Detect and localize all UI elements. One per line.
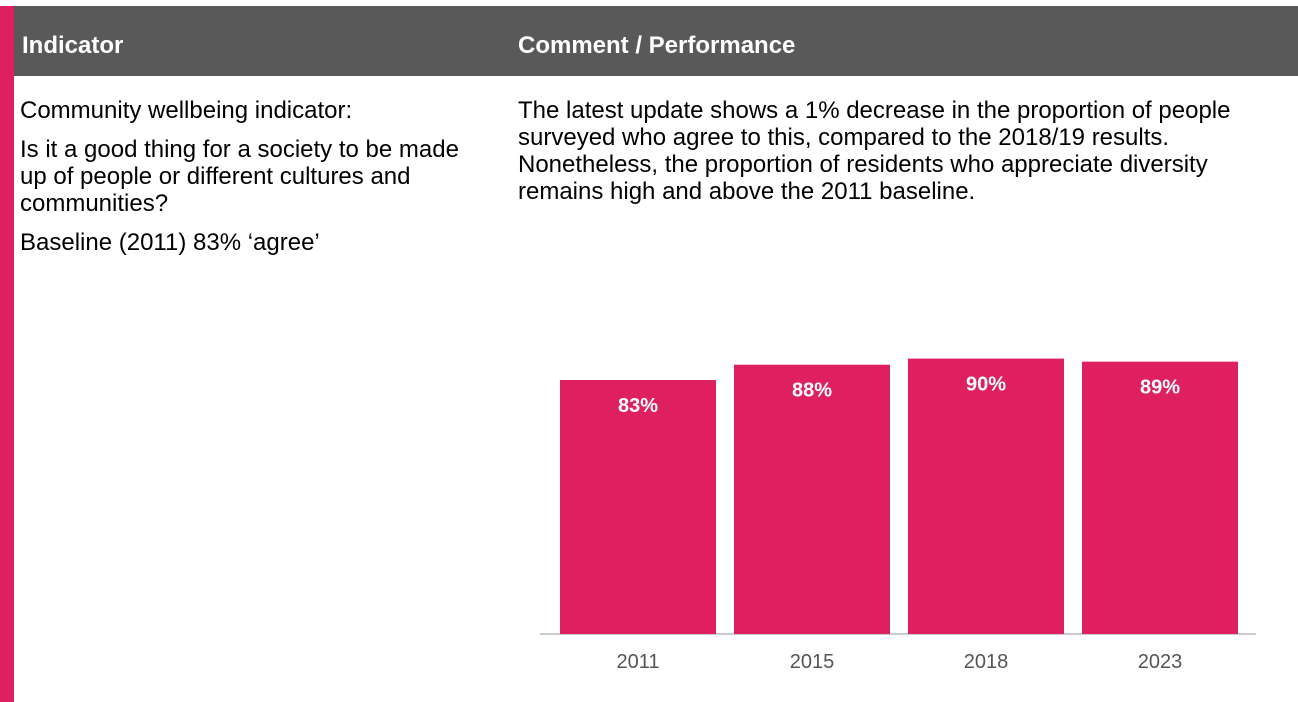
table-header-row: Indicator Comment / Performance <box>14 6 1298 76</box>
x-tick-label: 2011 <box>616 651 659 673</box>
indicator-question: Is it a good thing for a society to be m… <box>20 136 459 217</box>
x-tick-label: 2018 <box>964 651 1009 673</box>
bar-2011 <box>560 380 716 634</box>
bar-2015 <box>734 364 890 634</box>
bar-chart: 83% 2011 88% 2015 90% 2018 89% 2023 <box>540 358 1256 673</box>
comment-column-header: Comment / Performance <box>518 32 796 59</box>
bar-value-label: 88% <box>792 380 832 402</box>
indicator-column-header: Indicator <box>22 32 124 59</box>
indicator-title: Community wellbeing indicator: <box>20 97 353 124</box>
x-tick-label: 2015 <box>790 651 835 673</box>
comment-text: The latest update shows a 1% decrease in… <box>518 97 1231 205</box>
bar-value-label: 89% <box>1140 377 1180 399</box>
accent-bar <box>0 6 14 702</box>
indicator-baseline: Baseline (2011) 83% ‘agree’ <box>20 229 320 256</box>
bar-2018 <box>908 358 1064 634</box>
bar-2023 <box>1082 361 1238 634</box>
bar-value-label: 83% <box>618 395 658 417</box>
x-tick-label: 2023 <box>1138 651 1183 673</box>
indicator-cell: Community wellbeing indicator: Is it a g… <box>20 97 490 268</box>
bar-value-label: 90% <box>966 374 1006 396</box>
